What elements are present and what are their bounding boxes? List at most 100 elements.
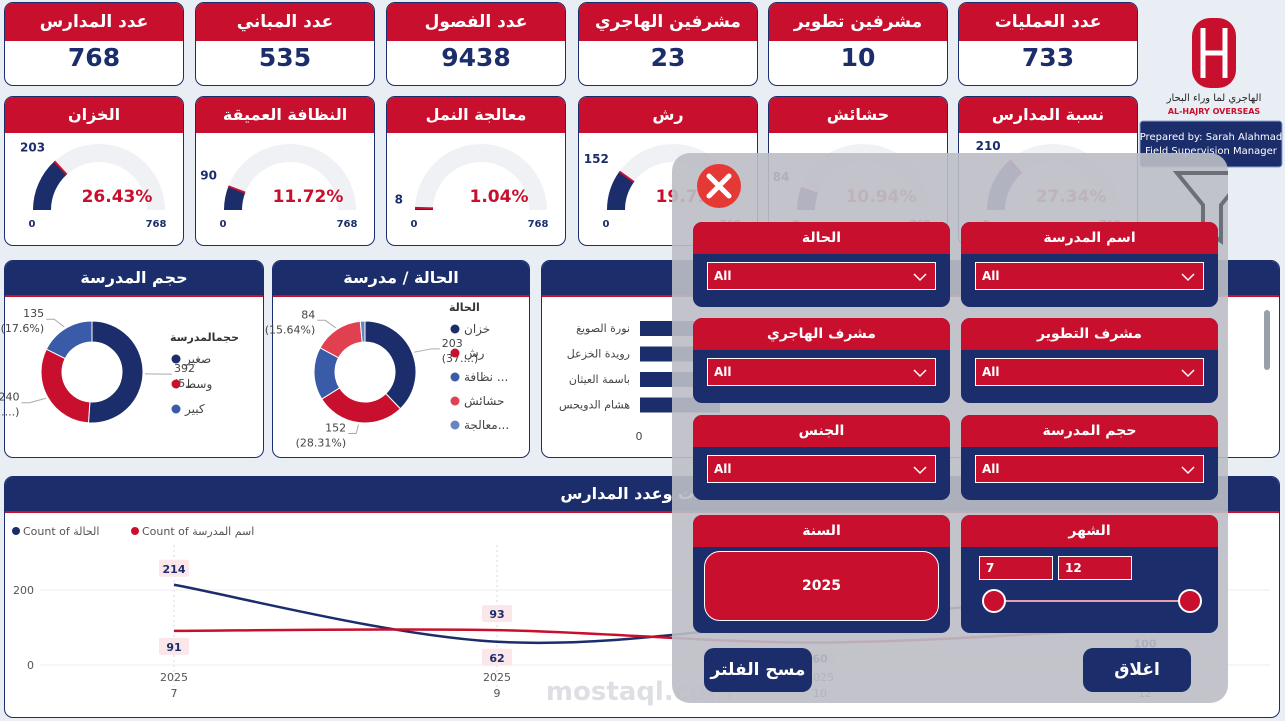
gauge-card: النظافة العميقة — [195, 96, 375, 246]
month-to[interactable]: 12 — [1058, 556, 1132, 580]
gauge-title: النظافة العميقة — [196, 97, 374, 133]
donut-slice — [40, 348, 91, 424]
dropdown[interactable]: All — [975, 262, 1204, 290]
dropdown-value: All — [714, 269, 732, 283]
legend-dot — [171, 379, 181, 389]
filter-title: مشرف الهاجري — [693, 318, 950, 350]
dropdown-value: All — [982, 462, 1000, 476]
legend-dot — [450, 372, 460, 382]
legend-label: رش — [464, 346, 485, 361]
gauge-min: 0 — [29, 219, 36, 230]
dropdown[interactable]: All — [707, 358, 936, 386]
legend-label: حشائش — [464, 394, 504, 409]
month-from[interactable]: 7 — [979, 556, 1053, 580]
gauge-percent: 11.72% — [273, 187, 344, 207]
bar-category: نورة الصويغ — [576, 322, 630, 335]
gauge-value-label: 8 — [395, 193, 403, 207]
dropdown-value: All — [982, 269, 1000, 283]
legend-dot — [171, 354, 181, 364]
filter-title: اسم المدرسة — [961, 222, 1218, 254]
filter-panel: اسم المدرسة All الحالة All مشرف التطوير All مش… — [672, 153, 1228, 703]
logo-english: AL-HAJRY OVERSEAS — [1168, 107, 1261, 116]
status-card-title: الحالة / مدرسة — [273, 261, 529, 297]
dropdown[interactable]: All — [975, 455, 1204, 483]
gauge-title: نسبة المدارس — [959, 97, 1137, 133]
chevron — [913, 369, 927, 378]
gauge-card: الخزان — [4, 96, 184, 246]
filter-title: مشرف التطوير — [961, 318, 1218, 350]
gauge-value-label: 90 — [200, 168, 217, 182]
clear-button[interactable]: مسح الفلتر — [704, 648, 812, 692]
data-label-bg — [159, 637, 189, 655]
data-label: 93 — [489, 608, 504, 621]
legend-label: كبير — [184, 402, 205, 417]
gauge-min: 0 — [220, 219, 227, 230]
logo-h — [1200, 28, 1228, 78]
slider-handle[interactable] — [982, 589, 1006, 613]
close-button[interactable]: اغلاق — [1083, 648, 1191, 692]
slider-track — [994, 600, 1190, 602]
leader-line — [414, 348, 440, 353]
data-label: 91 — [166, 641, 181, 654]
kpi-value: 23 — [650, 43, 686, 72]
chevron — [1181, 369, 1195, 378]
gauge-min: 0 — [411, 219, 418, 230]
leader-line — [317, 319, 337, 329]
legend-dot — [450, 348, 460, 358]
kpi-label: عدد المدارس — [5, 3, 183, 41]
donut-slice — [359, 320, 366, 343]
data-label-bg — [482, 605, 512, 623]
y-tick-label: 200 — [13, 584, 34, 597]
gauge-tip — [618, 170, 635, 183]
data-label: 214 — [163, 563, 186, 576]
chevron — [913, 466, 927, 475]
gauge-title: حشائش — [769, 97, 947, 133]
bar-category: رويدة الخزعل — [567, 348, 630, 361]
slider-handle[interactable] — [1178, 589, 1202, 613]
gauge-card: معالجة النمل — [386, 96, 566, 246]
dropdown[interactable]: All — [975, 358, 1204, 386]
donut-value-label: 135 — [23, 307, 44, 320]
kpi-card: عدد المباني 535 — [195, 2, 375, 86]
filter-card: اسم المدرسة All — [961, 222, 1218, 307]
filter-title: السنة — [693, 515, 950, 547]
leader-line — [21, 397, 47, 404]
donut-value-label: 84 — [301, 308, 315, 321]
filter-title: الحالة — [693, 222, 950, 254]
gauge-value — [224, 186, 246, 210]
filter-card: مشرف التطوير All — [961, 318, 1218, 403]
donut-value-label: 240 — [0, 391, 19, 404]
kpi-label: مشرفين الهاجري — [579, 3, 757, 41]
data-label-bg — [159, 559, 189, 577]
dropdown[interactable]: All — [707, 455, 936, 483]
donut-percent-label: (17.6%) — [1, 322, 45, 335]
legend-dot — [450, 420, 460, 430]
gauge-track — [224, 143, 356, 210]
chevron-line — [1181, 273, 1195, 282]
donut-value-label: 152 — [325, 422, 346, 435]
kpi-value: 9438 — [441, 43, 511, 72]
gauge-tip — [415, 206, 434, 210]
gauge-max: 768 — [337, 219, 358, 230]
prepared-role: Field Supervision Manager — [1145, 146, 1278, 157]
chevron-line — [913, 369, 927, 378]
legend-dot — [450, 396, 460, 406]
gauge-min: 0 — [603, 219, 610, 230]
donut-percent-label: (15.64%) — [265, 323, 316, 336]
kpi-value: 535 — [258, 43, 312, 72]
donut-slice — [45, 320, 93, 360]
legend-label: Count of اسم المدرسة — [142, 525, 254, 538]
chevron — [1181, 466, 1195, 475]
gauge-tip — [228, 185, 246, 194]
legend-dot — [131, 527, 139, 535]
kpi-card: عدد المدارس 768 — [4, 2, 184, 86]
legend-title: حجمالمدرسة — [170, 331, 239, 344]
year-button[interactable]: 2025 — [704, 551, 939, 621]
donut-value-label: 203 — [442, 337, 463, 350]
x-month-label: 7 — [171, 687, 178, 700]
filter-card: السنة 2025 — [693, 515, 950, 633]
scrollbar — [1264, 310, 1270, 370]
dropdown[interactable]: All — [707, 262, 936, 290]
legend-dot — [450, 324, 460, 334]
donut-value-label: 392 — [174, 362, 195, 375]
